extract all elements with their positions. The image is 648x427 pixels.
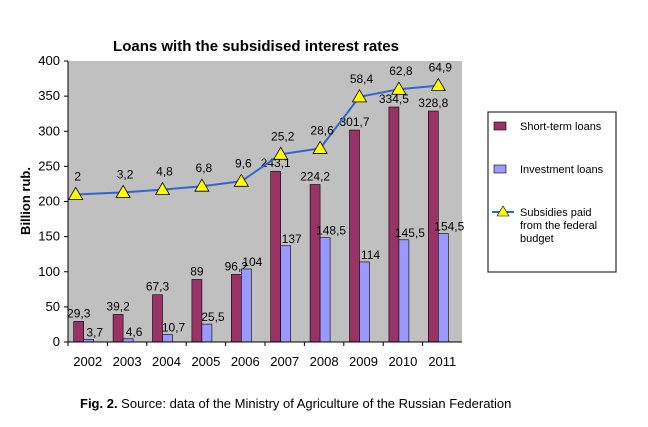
legend-label: Short-term loans — [520, 121, 602, 133]
bar-short-term — [73, 321, 84, 343]
data-label-short-term: 39,2 — [106, 299, 130, 313]
data-label-subsidies: 64,9 — [429, 61, 453, 75]
data-label-investment: 25,5 — [201, 310, 225, 324]
legend-label: from the federal — [520, 220, 597, 232]
bar-short-term — [270, 170, 282, 343]
data-label-short-term: 334,5 — [379, 92, 409, 106]
data-label-subsidies: 3,2 — [117, 167, 134, 181]
bar-investment — [437, 233, 449, 343]
bar-short-term — [349, 129, 360, 343]
data-label-short-term: 243,1 — [261, 156, 291, 170]
x-tick-label: 2009 — [349, 354, 378, 369]
legend-swatch-investment — [493, 164, 507, 174]
bar-short-term — [231, 274, 242, 343]
figure-number: Fig. 2. — [80, 396, 118, 411]
data-label-short-term: 328,8 — [418, 96, 448, 110]
data-label-short-term: 224,2 — [300, 169, 330, 183]
marker-subsidies — [430, 77, 446, 91]
legend-marker-subsidies — [496, 205, 510, 217]
x-tick-label: 2007 — [270, 354, 299, 369]
bar-short-term — [112, 314, 124, 343]
data-label-short-term: 29,3 — [67, 306, 91, 320]
y-tick-label: 350 — [38, 88, 60, 103]
y-tick-label: 400 — [38, 53, 60, 68]
data-label-investment: 137 — [282, 232, 302, 246]
bar-short-term — [152, 294, 163, 343]
y-axis: 0 50 100 150 200 250 300 350 400 — [38, 53, 69, 349]
data-label-investment: 4,6 — [126, 325, 143, 339]
data-label-subsidies: 2 — [74, 169, 81, 183]
data-label-subsidies: 58,4 — [350, 72, 374, 86]
bar-investment — [241, 268, 252, 343]
bar-investment — [398, 239, 410, 343]
y-tick-label: 100 — [38, 264, 60, 279]
marker-subsidies — [233, 173, 249, 187]
bar-investment — [280, 245, 292, 343]
y-tick-label: 50 — [46, 299, 60, 314]
y-tick-label: 0 — [53, 334, 60, 349]
legend-swatch-short-term — [493, 121, 507, 131]
data-label-subsidies: 25,2 — [271, 129, 295, 143]
data-label-subsidies: 6,8 — [196, 161, 213, 175]
x-tick-label: 2008 — [310, 354, 339, 369]
data-label-investment: 3,7 — [86, 325, 103, 339]
data-label-subsidies: 9,6 — [235, 156, 252, 170]
line-subsidies — [75, 84, 439, 196]
bar-short-term — [388, 106, 400, 343]
x-tick-label: 2005 — [191, 354, 220, 369]
marker-subsidies — [68, 186, 84, 200]
legend-label: Investment loans — [520, 164, 604, 176]
y-tick-label: 250 — [38, 158, 60, 173]
x-tick-label: 2006 — [231, 354, 260, 369]
marker-subsidies — [273, 146, 289, 160]
marker-subsidies — [351, 89, 368, 103]
bar-investment — [201, 323, 213, 343]
y-tick-label: 300 — [38, 123, 60, 138]
x-tick-label: 2011 — [428, 354, 456, 369]
legend: Short-term loans Investment loans Subsidie… — [487, 111, 617, 273]
x-tick-label: 2004 — [152, 354, 181, 369]
x-axis: 2002 2003 2004 2005 2006 2007 2008 2009 2010 2011 — [67, 341, 462, 369]
marker-subsidies — [391, 81, 407, 95]
data-label-investment: 154,5 — [434, 219, 464, 233]
x-tick-label: 2010 — [388, 354, 417, 369]
data-label-short-term: 67,3 — [146, 280, 170, 294]
marker-subsidies — [312, 140, 328, 154]
data-label-investment: 104 — [242, 255, 262, 269]
figure-caption: Fig. 2. Source: data of the Ministry of … — [80, 396, 511, 411]
bar-investment — [319, 237, 331, 343]
data-label-investment: 114 — [361, 248, 380, 262]
marker-subsidies — [194, 178, 210, 192]
y-axis-label: Billion rub. — [18, 167, 33, 235]
bar-short-term — [309, 184, 321, 343]
bar-investment — [359, 261, 370, 343]
marker-subsidies — [154, 181, 171, 196]
y-tick-label: 150 — [38, 229, 60, 244]
marker-subsidies — [115, 184, 131, 198]
data-label-short-term: 89 — [190, 264, 204, 278]
legend-label: budget — [520, 233, 554, 245]
data-label-investment: 145,5 — [395, 226, 425, 240]
data-label-subsidies: 4,8 — [156, 165, 173, 179]
data-label-subsidies: 62,8 — [389, 64, 413, 78]
data-label-subsidies: 28,6 — [310, 123, 334, 137]
figure-source: Source: data of the Ministry of Agricult… — [117, 396, 512, 411]
chart-title: Loans with the subsidised interest rates — [113, 38, 399, 55]
x-tick-label: 2003 — [113, 354, 142, 369]
x-tick-label: 2002 — [73, 354, 102, 369]
bar-investment — [162, 334, 173, 343]
data-label-short-term: 301,7 — [339, 115, 369, 129]
data-label-investment: 10,7 — [162, 320, 186, 334]
legend-box — [487, 111, 617, 273]
data-label-investment: 148,5 — [316, 224, 346, 238]
legend-label: Subsidies paid — [520, 207, 592, 219]
y-tick-label: 200 — [38, 194, 60, 209]
